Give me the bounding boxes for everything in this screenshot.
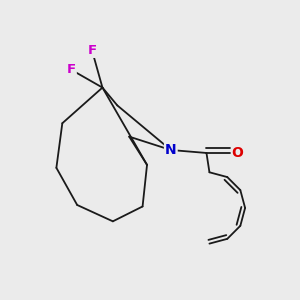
Text: O: O	[232, 146, 244, 160]
Text: F: F	[88, 44, 97, 57]
Text: N: N	[165, 143, 177, 157]
Text: F: F	[67, 63, 76, 76]
